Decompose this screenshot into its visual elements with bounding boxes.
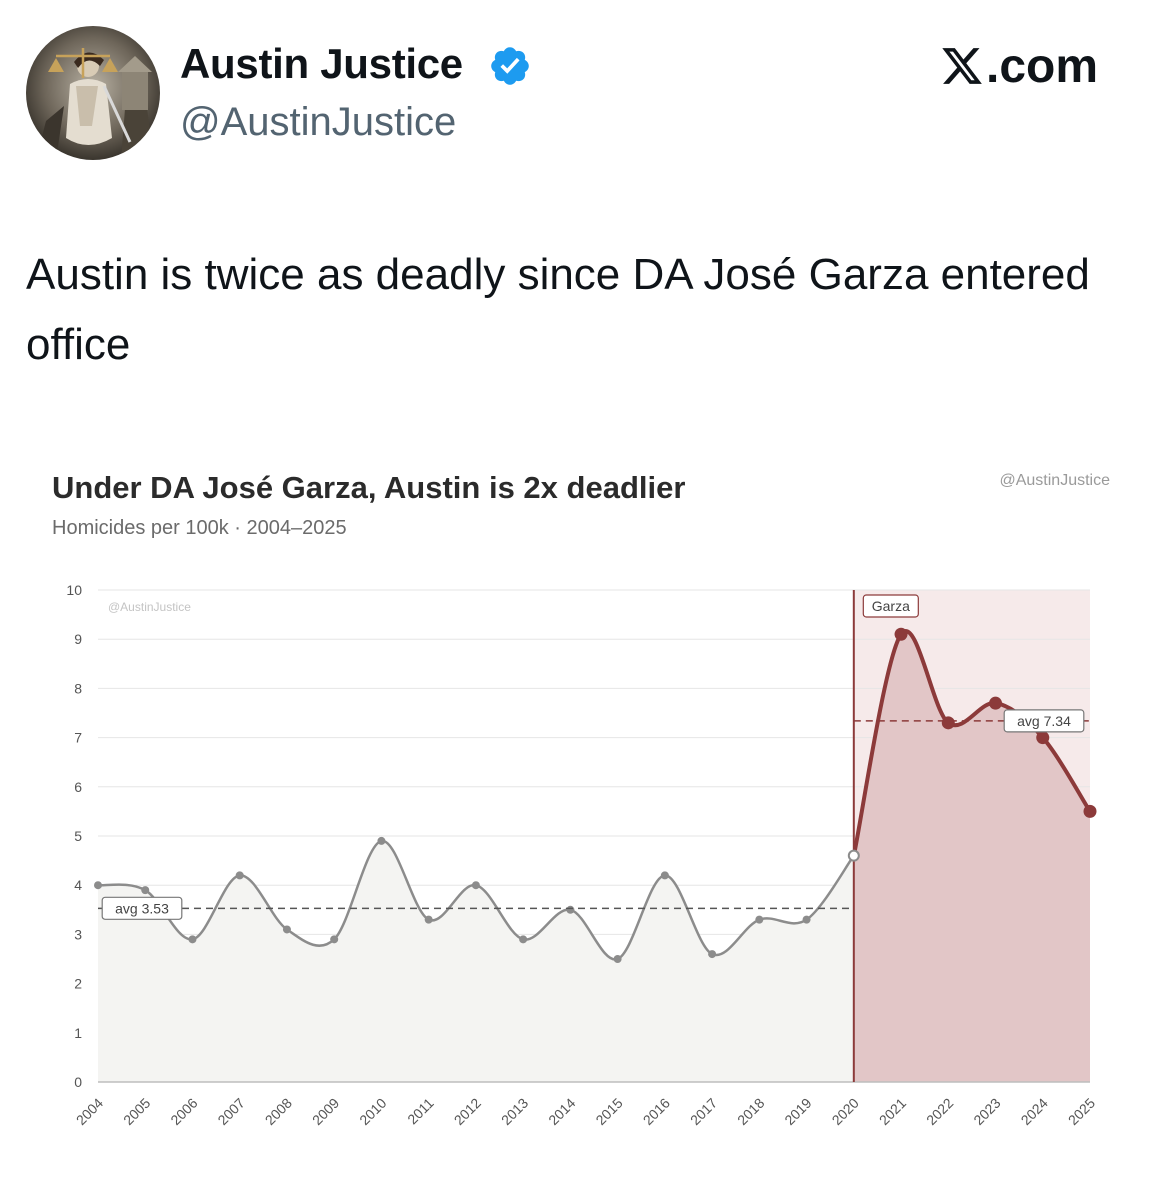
x-tick-label: 2012: [451, 1095, 484, 1128]
x-tick-label: 2019: [781, 1095, 814, 1128]
pre-average-label-text: avg 3.53: [115, 900, 169, 916]
data-point: [377, 836, 386, 845]
data-point: [235, 871, 244, 880]
author-avatar[interactable]: [26, 26, 160, 160]
site-logo[interactable]: .com: [940, 39, 1099, 93]
data-point: [330, 935, 339, 944]
pre-garza-area: [98, 840, 854, 1082]
data-point: [802, 915, 811, 924]
data-point: [424, 915, 433, 924]
x-tick-label: 2018: [734, 1095, 767, 1128]
x-tick-label: 2022: [923, 1095, 956, 1128]
garza-era-area: [853, 631, 1090, 1082]
data-point: [755, 915, 764, 924]
x-logo-icon: [942, 48, 982, 84]
chart-watermark: @AustinJustice: [108, 600, 191, 614]
x-tick-label: 2009: [309, 1095, 342, 1128]
chart-subtitle: Homicides per 100k · 2004–2025: [52, 517, 347, 539]
author-name[interactable]: Austin Justice: [180, 40, 463, 87]
x-tick-label: 2015: [592, 1095, 625, 1128]
x-tick-label: 2006: [167, 1095, 200, 1128]
data-point: [894, 627, 908, 641]
x-tick-label: 2010: [356, 1095, 389, 1128]
x-tick-label: 2025: [1065, 1095, 1098, 1128]
data-point: [141, 886, 150, 895]
data-point: [660, 871, 669, 880]
garza-marker-label-text: Garza: [872, 598, 910, 614]
x-tick-label: 2020: [829, 1095, 862, 1128]
x-tick-label: 2016: [640, 1095, 673, 1128]
data-point: [1036, 731, 1050, 745]
pre-average-label: avg 3.53: [101, 896, 183, 920]
y-tick-label: 8: [74, 680, 82, 696]
x-tick-label: 2011: [404, 1095, 437, 1128]
x-tick-label: 2007: [214, 1095, 247, 1128]
y-tick-label: 0: [74, 1074, 82, 1090]
data-point: [708, 950, 717, 959]
chart-title: Under DA José Garza, Austin is 2x deadli…: [52, 470, 686, 505]
y-tick-label: 9: [74, 631, 82, 647]
data-point: [613, 955, 622, 963]
y-tick-label: 2: [74, 976, 82, 992]
data-point: [188, 935, 197, 944]
x-tick-label: 2008: [262, 1095, 295, 1128]
x-tick-label: 2024: [1018, 1095, 1051, 1128]
y-tick-label: 7: [74, 730, 82, 746]
x-tick-label: 2014: [545, 1095, 578, 1128]
y-tick-label: 1: [74, 1025, 82, 1041]
x-tick-label: 2013: [498, 1095, 531, 1128]
data-point: [847, 849, 860, 862]
y-tick-label: 6: [74, 779, 82, 795]
chart-credit: @AustinJustice: [999, 472, 1110, 489]
garza-marker-label-box: [862, 594, 919, 618]
data-point: [282, 925, 291, 934]
post-average-label-box: [1003, 709, 1085, 733]
y-tick-label: 3: [74, 926, 82, 942]
y-tick-label: 4: [74, 877, 82, 893]
x-tick-label: 2017: [687, 1095, 720, 1128]
site-domain: .com: [986, 39, 1099, 93]
lady-justice-avatar-icon: [26, 26, 160, 160]
data-point: [519, 935, 528, 944]
post-average-label: avg 7.34: [1003, 709, 1085, 733]
y-tick-label: 5: [74, 828, 82, 844]
y-tick-label: 10: [66, 582, 82, 598]
data-point: [941, 716, 955, 730]
garza-marker-label: Garza: [862, 594, 919, 618]
post-average-label-text: avg 7.34: [1017, 713, 1071, 729]
x-tick-label: 2005: [120, 1095, 153, 1128]
data-point: [471, 881, 480, 890]
post-text: Austin is twice as deadly since DA José …: [26, 250, 1090, 369]
data-point: [94, 881, 102, 890]
data-point: [1083, 804, 1097, 818]
verified-badge-icon: [491, 47, 529, 85]
data-point: [989, 696, 1003, 710]
data-point: [566, 905, 575, 914]
pre-average-label-box: [101, 896, 183, 920]
author-handle[interactable]: @AustinJustice: [180, 100, 457, 144]
x-tick-label: 2004: [73, 1095, 106, 1128]
x-tick-label: 2021: [876, 1095, 909, 1128]
x-tick-label: 2023: [970, 1095, 1003, 1128]
